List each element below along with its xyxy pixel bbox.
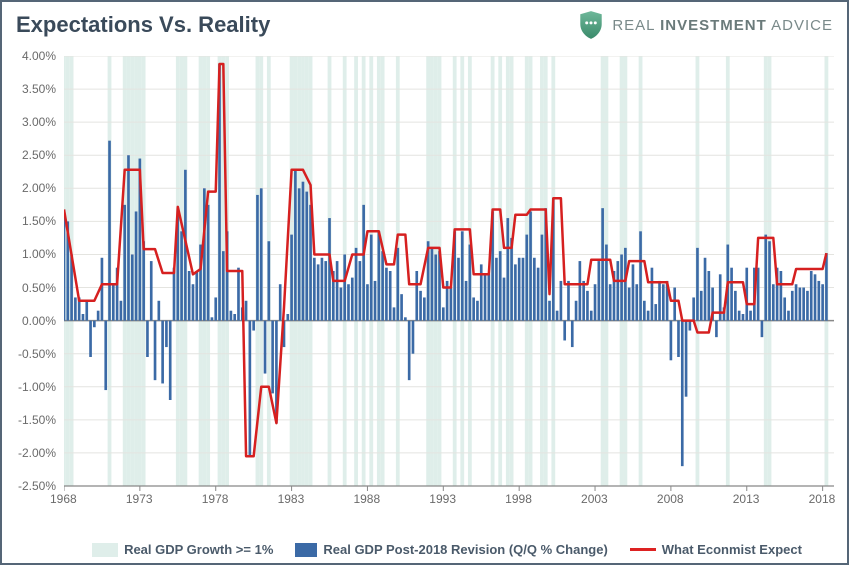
- x-tick-label: 2008: [657, 492, 684, 506]
- shield-icon: [578, 10, 604, 40]
- y-tick-label: -0.50%: [8, 347, 56, 361]
- x-tick-label: 1998: [505, 492, 532, 506]
- y-tick-label: 2.00%: [8, 181, 56, 195]
- x-tick-label: 1983: [278, 492, 305, 506]
- plot-area: [64, 56, 834, 506]
- swatch-bar: [295, 543, 317, 557]
- y-tick-label: -2.50%: [8, 479, 56, 493]
- brand-text: REAL INVESTMENT ADVICE: [612, 17, 833, 34]
- legend-bar: Real GDP Post-2018 Revision (Q/Q % Chang…: [295, 542, 607, 557]
- x-tick-label: 2013: [733, 492, 760, 506]
- y-tick-label: -1.00%: [8, 380, 56, 394]
- x-tick-label: 1978: [202, 492, 229, 506]
- y-tick-label: 1.00%: [8, 247, 56, 261]
- y-tick-label: -1.50%: [8, 413, 56, 427]
- y-tick-label: 3.50%: [8, 82, 56, 96]
- chart-title: Expectations Vs. Reality: [16, 12, 270, 38]
- legend: Real GDP Growth >= 1% Real GDP Post-2018…: [62, 542, 832, 557]
- brand: REAL INVESTMENT ADVICE: [578, 10, 833, 40]
- x-tick-label: 2003: [581, 492, 608, 506]
- swatch-line: [630, 548, 656, 551]
- x-tick-label: 1993: [429, 492, 456, 506]
- y-tick-label: 4.00%: [8, 49, 56, 63]
- chart-frame: Expectations Vs. Reality REAL INVESTMENT…: [0, 0, 849, 565]
- plot-svg: [64, 56, 834, 506]
- y-tick-label: 3.00%: [8, 115, 56, 129]
- y-tick-label: 0.50%: [8, 281, 56, 295]
- swatch-band: [92, 543, 118, 557]
- y-tick-label: 2.50%: [8, 148, 56, 162]
- y-tick-label: -2.00%: [8, 446, 56, 460]
- x-tick-label: 2018: [809, 492, 836, 506]
- x-tick-label: 1968: [50, 492, 77, 506]
- x-tick-label: 1973: [126, 492, 153, 506]
- header: Expectations Vs. Reality REAL INVESTMENT…: [2, 2, 847, 44]
- legend-band: Real GDP Growth >= 1%: [92, 542, 273, 557]
- y-tick-label: 1.50%: [8, 214, 56, 228]
- legend-line: What Econmist Expect: [630, 542, 802, 557]
- x-tick-label: 1988: [353, 492, 380, 506]
- y-tick-label: 0.00%: [8, 314, 56, 328]
